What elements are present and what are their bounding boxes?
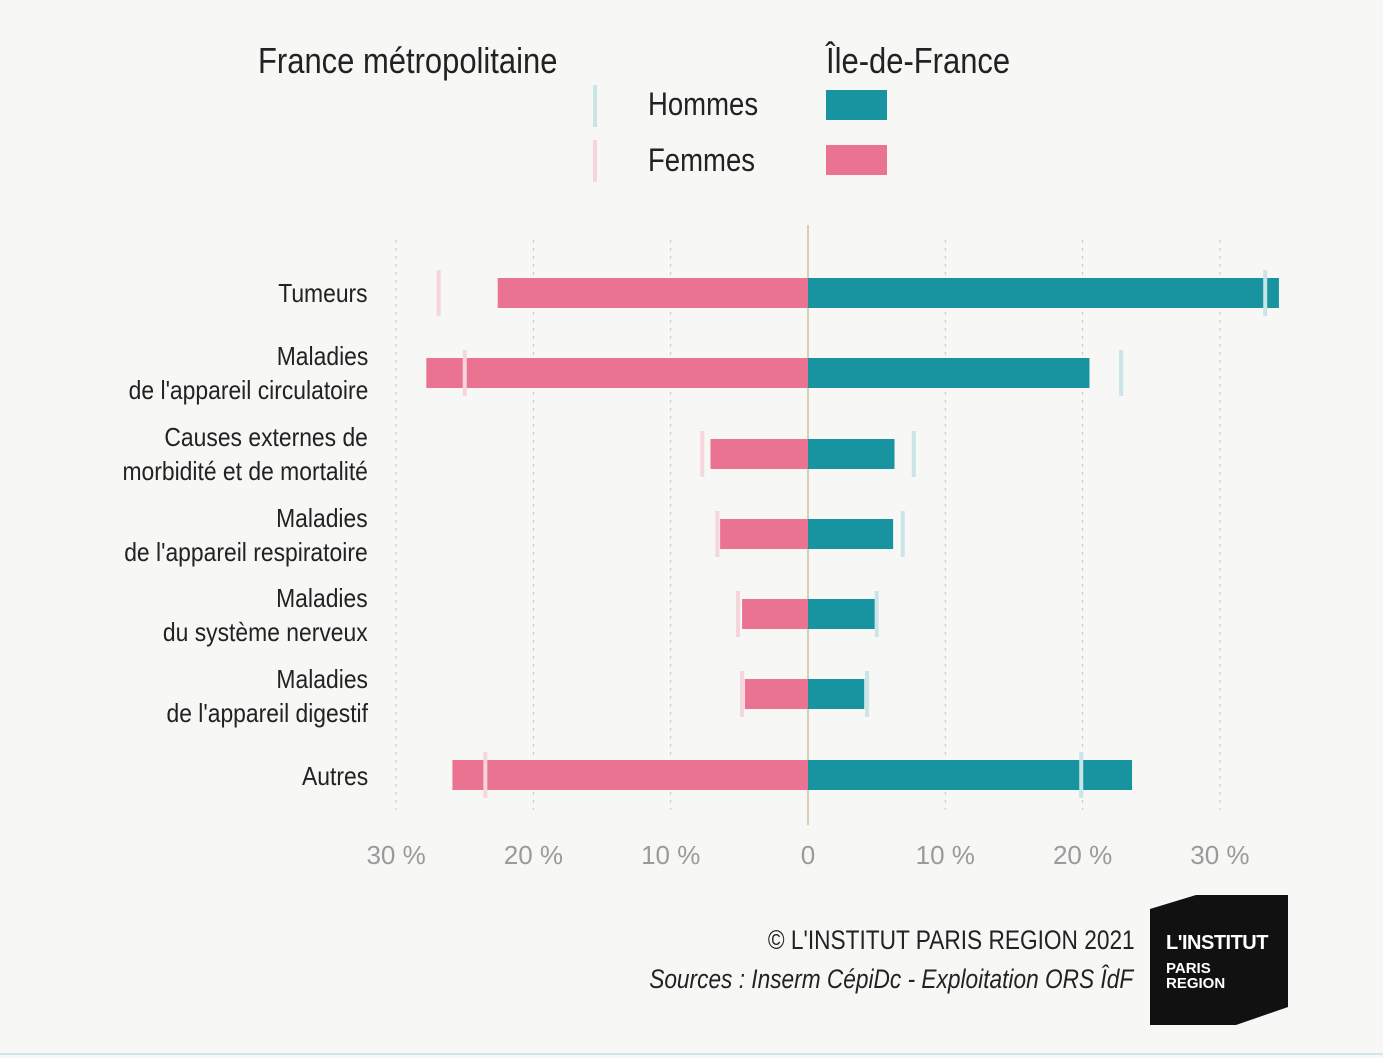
logo-line-1: L'INSTITUT (1166, 932, 1268, 954)
marker-france-hommes (865, 671, 870, 717)
marker-france-hommes (900, 511, 905, 557)
sources-text: Sources : Inserm CépiDc - Exploitation O… (648, 964, 1133, 994)
x-tick-label: 10 % (641, 840, 700, 870)
logo-line-3: REGION (1166, 975, 1226, 992)
bars (426, 278, 1279, 790)
bar-hommes (808, 278, 1279, 308)
x-tick-label: 30 % (366, 840, 425, 870)
legend-swatch-hommes (826, 90, 887, 120)
bar-femmes (497, 278, 808, 308)
x-tick-label: 20 % (504, 840, 563, 870)
bar-hommes (808, 599, 876, 629)
bar-hommes (808, 358, 1090, 388)
bar-femmes (710, 439, 808, 469)
marker-france-femmes (735, 591, 740, 637)
marker-france-hommes (1079, 752, 1084, 798)
legend-swatch-femmes (826, 145, 887, 175)
bar-hommes (808, 519, 894, 549)
legend-marker-femmes (593, 140, 597, 182)
bar-femmes (744, 679, 808, 709)
logo-text: L'INSTITUT PARIS REGION (1166, 933, 1268, 991)
legend-label-hommes: Hommes (648, 86, 759, 122)
category-label: Maladies du système nerveux (163, 583, 368, 647)
x-tick-label: 30 % (1190, 840, 1249, 870)
marker-france-hommes (1263, 270, 1268, 316)
institut-logo (1150, 895, 1288, 1025)
legend-heading-france: France métropolitaine (258, 40, 558, 81)
marker-france-femmes (436, 270, 441, 316)
legend-heading-idf: Île-de-France (826, 40, 1011, 81)
x-tick-label: 10 % (916, 840, 975, 870)
bar-femmes (742, 599, 808, 629)
category-label: Tumeurs (278, 278, 368, 308)
marker-france-femmes (462, 350, 467, 396)
france-markers (436, 270, 1268, 798)
marker-france-hommes (874, 591, 879, 637)
x-tick-label: 20 % (1053, 840, 1112, 870)
bar-femmes (452, 760, 808, 790)
bar-femmes (426, 358, 808, 388)
legend-marker-hommes (593, 85, 597, 127)
marker-france-femmes (700, 431, 705, 477)
marker-france-femmes (483, 752, 488, 798)
marker-france-hommes (911, 431, 916, 477)
bottom-border (0, 1053, 1383, 1055)
bar-hommes (808, 760, 1133, 790)
x-tick-label: 0 (801, 840, 815, 870)
bar-femmes (720, 519, 808, 549)
category-label: Maladies de l'appareil digestif (166, 664, 368, 728)
category-label: Maladies de l'appareil circulatoire (128, 341, 368, 405)
x-axis-ticks: 30 % 20 % 10 % 0 10 % 20 % 30 % (366, 840, 1249, 870)
category-label: Causes externes de morbidité et de morta… (122, 422, 368, 486)
marker-france-hommes (1119, 350, 1124, 396)
bar-hommes (808, 439, 895, 469)
copyright-text: © L'INSTITUT PARIS REGION 2021 (768, 925, 1135, 955)
category-label: Autres (301, 761, 368, 791)
category-label: Maladies de l'appareil respiratoire (124, 503, 368, 567)
marker-france-femmes (715, 511, 720, 557)
logo-line-2: PARIS (1166, 960, 1211, 977)
bar-hommes (808, 679, 865, 709)
marker-france-femmes (740, 671, 745, 717)
legend-label-femmes: Femmes (648, 142, 756, 178)
